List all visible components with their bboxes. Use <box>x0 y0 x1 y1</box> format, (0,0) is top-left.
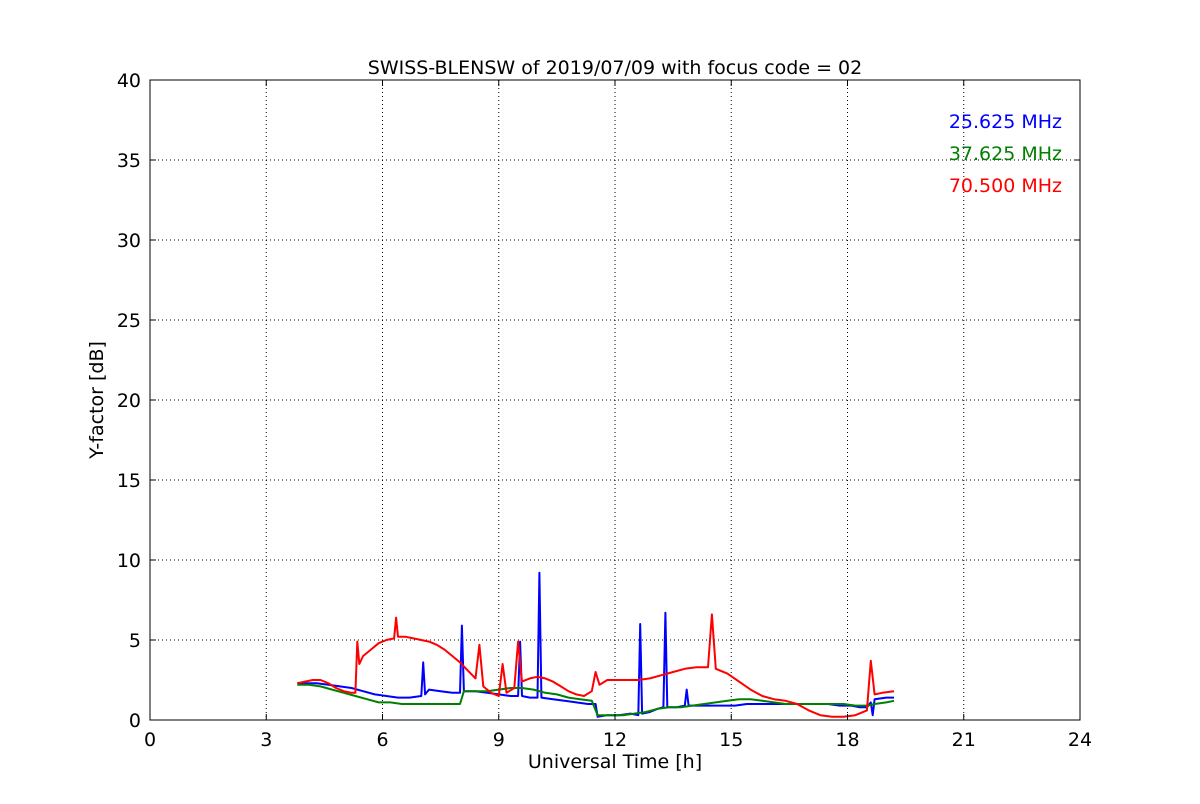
legend-entry: 70.500 MHz <box>949 175 1062 197</box>
y-tick-label: 10 <box>117 550 141 572</box>
legend-entry: 25.625 MHz <box>949 111 1062 133</box>
x-tick-label: 6 <box>376 729 388 751</box>
legend-layer: 25.625 MHz 37.625 MHz 70.500 MHz <box>949 111 1062 197</box>
y-tick-label: 30 <box>117 230 141 252</box>
y-tick-label: 35 <box>117 150 141 172</box>
x-tick-label: 12 <box>603 729 627 751</box>
series-layer <box>297 571 895 718</box>
tick-layer: 0 3 6 9 12 15 18 21 24 0 5 10 15 20 25 30 35 40 <box>117 70 1092 751</box>
x-tick-label: 3 <box>260 729 272 751</box>
x-axis-label: Universal Time [h] <box>528 751 702 773</box>
y-tick-label: 15 <box>117 470 141 492</box>
legend-entry: 37.625 MHz <box>949 143 1062 165</box>
chart-title: SWISS-BLENSW of 2019/07/09 with focus co… <box>368 57 862 79</box>
series-line-70-500-mhz <box>297 613 895 718</box>
x-tick-label: 24 <box>1068 729 1092 751</box>
x-tick-label: 0 <box>144 729 156 751</box>
x-tick-label: 18 <box>835 729 859 751</box>
y-tick-label: 25 <box>117 310 141 332</box>
y-tick-label: 40 <box>117 70 141 92</box>
y-tick-label: 0 <box>129 710 141 732</box>
grid-layer <box>150 80 1080 720</box>
y-axis-label: Y-factor [dB] <box>86 341 108 460</box>
x-tick-label: 15 <box>719 729 743 751</box>
x-tick-label: 21 <box>952 729 976 751</box>
x-tick-label: 9 <box>493 729 505 751</box>
y-tick-label: 20 <box>117 390 141 412</box>
y-tick-label: 5 <box>129 630 141 652</box>
